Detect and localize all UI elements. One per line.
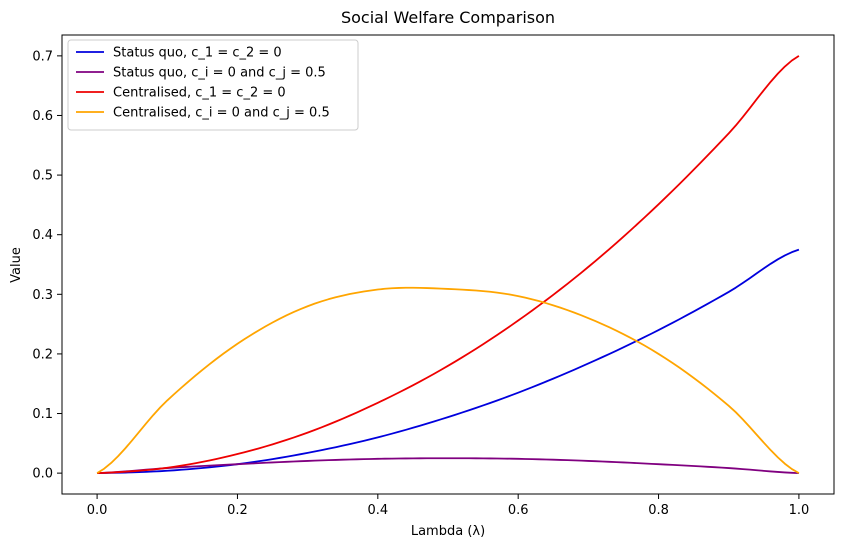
plot-area: [61, 34, 835, 495]
y-axis: 0.0 0.1 0.2 0.3 0.4 0.5 0.6 0.7: [32, 49, 62, 482]
y-tick-label: 0.0: [32, 467, 53, 482]
y-tick-label: 0.5: [32, 169, 53, 184]
y-tick-label: 0.4: [32, 228, 53, 243]
legend: Status quo, c_1 = c_2 = 0 Status quo, c_i…: [67, 39, 359, 131]
plot-frame: [61, 34, 835, 495]
y-tick-label: 0.6: [32, 109, 53, 124]
x-tick-label: 0.8: [648, 503, 669, 518]
x-tick-label: 0.6: [508, 503, 529, 518]
legend-label-2: Status quo, c_i = 0 and c_j = 0.5: [113, 66, 326, 81]
y-tick-label: 0.2: [32, 347, 53, 362]
series-line-3: [97, 55, 800, 475]
x-axis: 0.0 0.2 0.4 0.6 0.8 1.0: [87, 494, 810, 518]
y-tick-label: 0.3: [32, 288, 53, 303]
legend-label-3: Centralised, c_1 = c_2 = 0: [113, 86, 286, 101]
legend-box: [67, 39, 359, 131]
x-tick-label: 0.2: [227, 503, 248, 518]
x-tick-label: 0.4: [367, 503, 388, 518]
y-tick-label: 0.1: [32, 407, 53, 422]
legend-label-4: Centralised, c_i = 0 and c_j = 0.5: [113, 106, 330, 121]
x-tick-label: 1.0: [789, 503, 810, 518]
legend-label-1: Status quo, c_1 = c_2 = 0: [113, 46, 282, 61]
x-tick-label: 0.0: [87, 503, 108, 518]
x-axis-label: Lambda (λ): [411, 524, 485, 539]
series-line-4: [96, 286, 800, 474]
y-tick-label: 0.7: [32, 49, 53, 64]
y-axis-label: Value: [9, 247, 24, 283]
chart-title: Social Welfare Comparison: [341, 8, 555, 27]
series-line-2: [97, 457, 799, 475]
series-line-1: [97, 248, 800, 475]
